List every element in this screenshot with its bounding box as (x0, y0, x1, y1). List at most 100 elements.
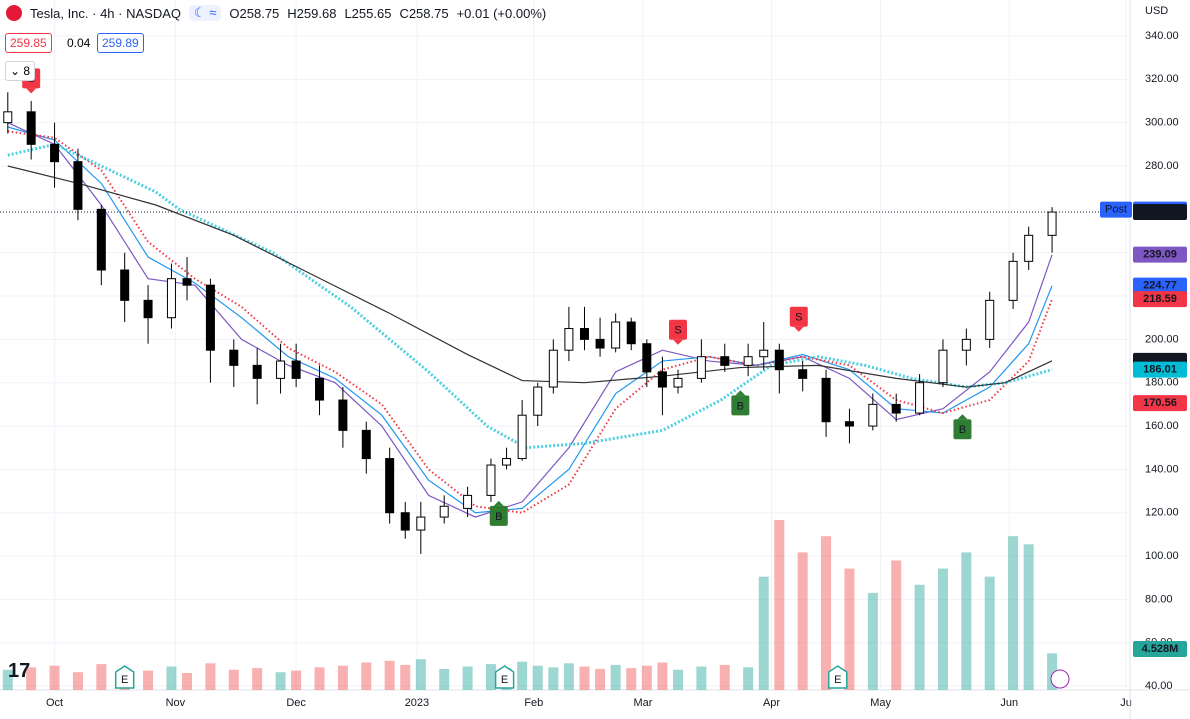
volume-bar (182, 673, 193, 690)
candle-body (385, 458, 395, 514)
volume-bar (228, 669, 239, 690)
candle-body (626, 321, 636, 345)
candle-body (50, 143, 60, 163)
indicator-line (7, 122, 1053, 518)
y-tick-label: 140.00 (1145, 463, 1179, 475)
candle-body (26, 111, 36, 145)
candle-body (579, 328, 589, 340)
volume-bar (937, 568, 948, 690)
candle-body (595, 338, 605, 349)
x-tick-label: Oct (46, 697, 63, 709)
indicator-line (7, 142, 1053, 450)
indicator-line (7, 165, 1053, 388)
volume-bar (641, 665, 652, 690)
volume-label-bg (1133, 641, 1187, 657)
volume-bar (821, 536, 832, 690)
candle-body (463, 494, 473, 509)
signal-label: B (959, 424, 966, 436)
volume-bar (914, 584, 925, 690)
candle-body (120, 269, 130, 301)
signal-pointer (957, 414, 968, 420)
candle-body (416, 516, 426, 531)
candle-body (844, 421, 854, 427)
signal-pointer (793, 326, 804, 332)
volume-bar (758, 576, 769, 690)
bid[interactable]: 259.85 (5, 33, 52, 53)
earnings-label: E (121, 674, 128, 686)
price-label-bg (1133, 277, 1187, 294)
volume-bar (337, 665, 348, 690)
y-tick-label: 280.00 (1145, 160, 1179, 172)
volume-bar (657, 662, 668, 690)
volume-bar (72, 672, 83, 690)
ohlc-h: H259.68 (287, 5, 337, 21)
volume-bar (314, 667, 325, 690)
signal-box (731, 395, 750, 416)
signal-pointer (493, 500, 504, 506)
candle-body (743, 356, 753, 366)
candle-body (985, 299, 995, 340)
volume-bar (774, 520, 785, 690)
currency: USD (1145, 5, 1168, 17)
earnings-marker (114, 665, 135, 689)
volume-bar (96, 664, 107, 690)
candle-body (400, 512, 410, 531)
x-tick-label: Jun (1000, 697, 1018, 709)
candle-body (486, 464, 496, 496)
volume-bar (595, 668, 606, 690)
volume-bar (2, 669, 13, 690)
tv-logo[interactable]: 17 (8, 660, 31, 682)
x-tick-label: Apr (763, 697, 780, 709)
x-tick-label: Ju (1120, 697, 1132, 709)
candle-body (276, 360, 286, 379)
price-label-bg (1133, 395, 1187, 412)
volume-bar (1047, 653, 1058, 690)
ohlc-o: O258.75 (229, 5, 280, 21)
signal-label: B (737, 400, 744, 412)
volume-label: 4.528M (1142, 643, 1179, 655)
header: Tesla, Inc. · 4h · NASDAQ ☾ ≈ O258.75 H2… (6, 5, 546, 21)
candle-body (798, 369, 808, 379)
volume-bar (49, 665, 60, 690)
volume-bar (532, 665, 543, 690)
earnings-label: E (834, 674, 841, 686)
indicators-count: 8 (23, 64, 31, 78)
ohlc-l: L255.65 (344, 5, 392, 21)
signal-pointer (735, 390, 746, 396)
volume-bar (517, 661, 528, 690)
symbol[interactable]: Tesla, Inc. · 4h · NASDAQ (30, 5, 181, 21)
y-tick-label: 120.00 (1145, 507, 1179, 519)
candle-body (961, 338, 971, 351)
candle-body (143, 299, 153, 319)
candle-body (891, 403, 901, 414)
ask[interactable]: 259.89 (97, 33, 144, 53)
candle-body (182, 278, 192, 286)
volume-bar (563, 663, 574, 690)
volume-bar (291, 670, 302, 690)
session-icons[interactable]: ☾ ≈ (189, 5, 222, 21)
candle-body (868, 403, 878, 427)
volume-bar (439, 668, 450, 690)
indicators-toggle[interactable]: ⌄ 8 (5, 61, 36, 81)
volume-bar (719, 664, 730, 690)
candle-body (1047, 211, 1057, 236)
spread: 0.04 (67, 36, 91, 50)
volume-bar (1023, 544, 1034, 690)
x-tick-label: Feb (524, 697, 543, 709)
volume-bar (867, 592, 878, 690)
earnings-marker (494, 665, 515, 689)
y-tick-label: 100.00 (1145, 550, 1179, 562)
volume-bar (252, 668, 263, 690)
chevron: ⌄ (10, 64, 24, 78)
volume-bar (673, 669, 683, 690)
candle-body (502, 458, 512, 466)
signal-label: S (674, 325, 681, 337)
x-tick-label: 2023 (405, 697, 429, 709)
volume-bar (891, 560, 902, 690)
candle-body (564, 328, 574, 351)
candle-body (205, 284, 215, 351)
signal-box (669, 319, 687, 340)
volume-bar (579, 666, 590, 690)
volume-bar (415, 659, 426, 690)
candle-body (166, 278, 176, 319)
